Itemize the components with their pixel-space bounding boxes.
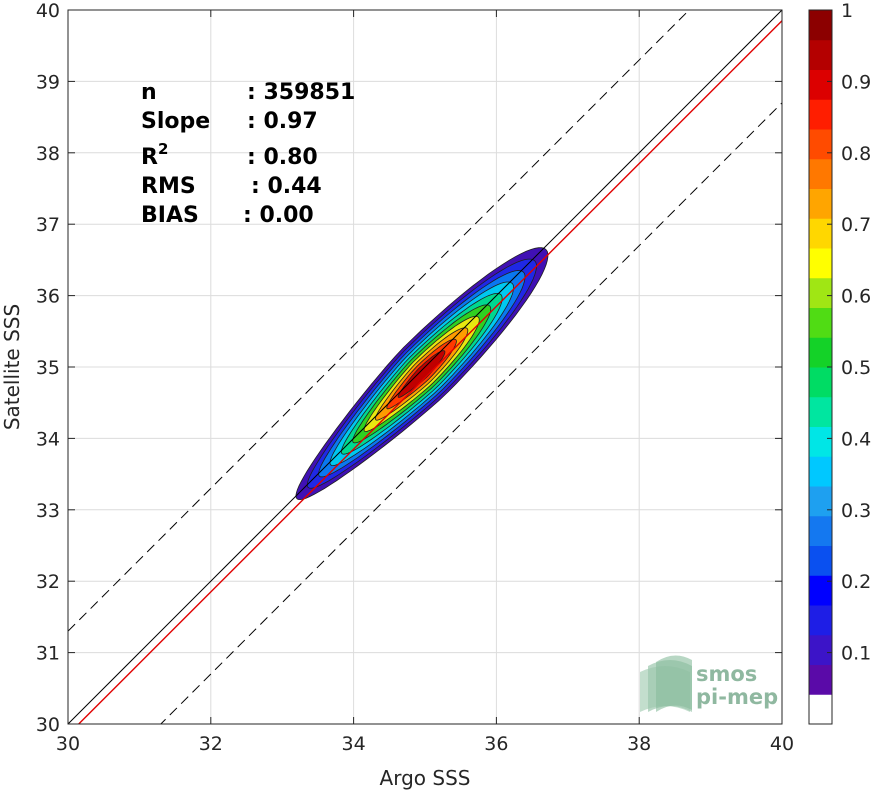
colorbar-tick-label: 0.8	[841, 143, 871, 165]
colorbar-tick-label: 0.9	[841, 71, 871, 93]
upper-bound-line	[68, 10, 690, 632]
stat-label: RMS	[141, 174, 196, 199]
reference-lines	[68, 10, 782, 724]
colorbar-tick-label: 0.6	[841, 286, 871, 308]
colorbar-segment	[809, 664, 832, 695]
x-tick-label: 30	[56, 733, 80, 755]
colorbar-segment	[809, 634, 832, 665]
y-tick-label: 38	[36, 143, 60, 165]
logo-text-line1: smos	[696, 662, 757, 686]
lower-bound-line	[160, 102, 782, 724]
colorbar-segment	[809, 694, 832, 725]
stat-label: Slope	[141, 109, 210, 134]
colorbar-segment	[809, 69, 832, 100]
colorbar-segment	[809, 367, 832, 398]
colorbar-segment	[809, 605, 832, 636]
identity-line	[68, 10, 782, 724]
y-tick-label: 37	[36, 214, 60, 236]
density-contours	[295, 247, 549, 501]
colorbar-segment	[809, 575, 832, 606]
x-tick-label: 34	[342, 733, 366, 755]
stats-box: n : 359851 Slope : 0.97 R2 : 0.80 RMS : 0.44 BIA…	[141, 80, 355, 228]
colorbar-segment	[809, 307, 832, 338]
stat-value: : 0.97	[247, 109, 318, 134]
y-tick-label: 39	[36, 71, 60, 93]
colorbar-tick-label: 0.5	[841, 357, 871, 379]
colorbar-tick-label: 0.1	[841, 643, 871, 665]
colorbar-segment	[809, 396, 832, 427]
y-tick-label: 31	[36, 643, 60, 665]
stat-value: : 0.44	[251, 174, 322, 199]
logo-text-line2: pi-mep	[696, 685, 778, 709]
stat-value: : 0.80	[247, 145, 318, 170]
y-tick-label: 34	[36, 428, 60, 450]
y-axis-label: Satellite SSS	[0, 304, 24, 430]
y-tick-label: 30	[36, 714, 60, 736]
fit-line	[77, 20, 782, 724]
colorbar-segment	[809, 545, 832, 576]
colorbar-segment	[809, 188, 832, 219]
smos-pi-mep-logo: smos pi-mep	[640, 655, 778, 712]
stat-label: n	[141, 80, 157, 105]
colorbar-tick-label: 0.3	[841, 500, 871, 522]
colorbar-segment	[809, 486, 832, 517]
x-tick-label: 40	[770, 733, 794, 755]
colorbar-tick-label: 0.7	[841, 214, 871, 236]
x-axis-label: Argo SSS	[380, 766, 471, 790]
colorbar-segment	[809, 277, 832, 308]
axes: 30 32 34 36 38 40 30 31 32 33 34 35 36 37 38 39 40 Argo S…	[0, 0, 794, 790]
colorbar-segment	[809, 99, 832, 130]
colorbar-segment	[809, 456, 832, 487]
plot-area	[67, 9, 783, 725]
x-tick-label: 36	[484, 733, 508, 755]
stat-value: : 359851	[247, 80, 355, 105]
colorbar-segment	[809, 218, 832, 249]
colorbar-tick-label: 0.2	[841, 571, 871, 593]
colorbar: 0.1 0.2 0.3 0.4 0.5 0.6 0.7 0.8 0.9 1	[808, 0, 871, 725]
colorbar-tick-label: 1	[841, 0, 853, 22]
colorbar-segment	[809, 426, 832, 457]
stat-value: : 0.00	[243, 203, 314, 228]
stat-label: R2	[141, 140, 168, 170]
y-tick-label: 32	[36, 571, 60, 593]
colorbar-segment	[809, 337, 832, 368]
y-tick-label: 33	[36, 500, 60, 522]
y-tick-label: 40	[36, 0, 60, 22]
stat-label-superscript: 2	[158, 140, 168, 158]
colorbar-segment	[809, 158, 832, 189]
y-tick-label: 36	[36, 286, 60, 308]
logo-wave-icon	[640, 655, 692, 712]
stat-label: BIAS	[141, 203, 199, 228]
colorbar-segment	[809, 248, 832, 279]
y-tick-label: 35	[36, 357, 60, 379]
x-tick-label: 38	[627, 733, 651, 755]
colorbar-segment	[809, 10, 832, 41]
colorbar-tick-label: 0.4	[841, 428, 871, 450]
colorbar-segment	[809, 515, 832, 546]
colorbar-segment	[809, 129, 832, 160]
x-tick-label: 32	[199, 733, 223, 755]
colorbar-segment	[809, 39, 832, 70]
